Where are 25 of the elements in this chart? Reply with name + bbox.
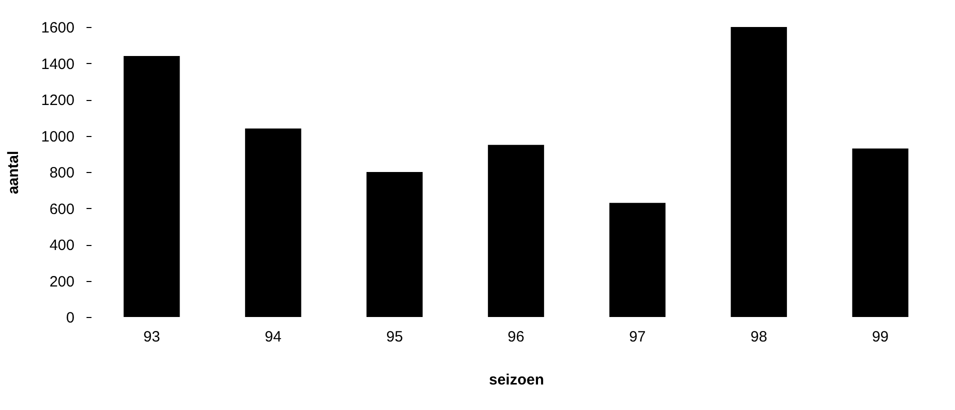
y-tick-label: 600 — [49, 200, 74, 218]
x-tick-label: 97 — [629, 328, 646, 346]
y-axis-title: aantal — [5, 150, 22, 194]
x-tick-label: 93 — [143, 328, 160, 346]
y-tick-label: 1200 — [41, 92, 74, 109]
x-tick-label: 98 — [750, 328, 768, 346]
bar — [730, 27, 787, 317]
y-tick-label: 200 — [49, 273, 74, 290]
x-tick-label: 96 — [508, 328, 524, 346]
bar — [609, 202, 666, 317]
bar — [245, 128, 302, 317]
y-tick-label: 800 — [49, 164, 74, 182]
y-tick-label: 1000 — [41, 128, 74, 146]
y-tick-label: 1400 — [41, 56, 74, 73]
x-axis-title: seizoen — [488, 372, 544, 388]
x-tick-label: 99 — [872, 328, 889, 346]
y-tick-label: 400 — [49, 237, 74, 254]
bar — [366, 172, 423, 317]
bar — [852, 148, 908, 317]
x-tick-label: 95 — [386, 328, 403, 346]
y-tick-label: 1600 — [41, 20, 74, 36]
x-tick-label: 94 — [264, 328, 282, 346]
bar — [124, 56, 180, 317]
y-tick-label: 0 — [66, 310, 74, 326]
bar — [488, 144, 544, 317]
